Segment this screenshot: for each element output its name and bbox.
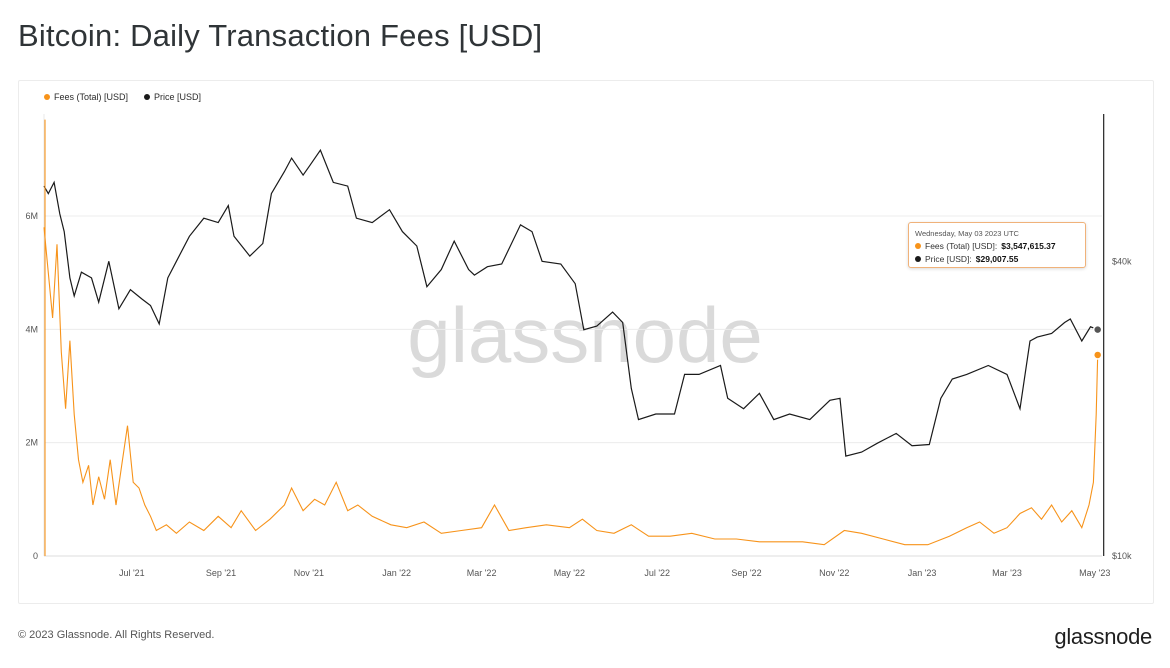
x-tick-label: Jan '23 — [908, 568, 937, 578]
legend-item-fees[interactable]: Fees (Total) [USD] — [44, 92, 128, 102]
tooltip-fees-row: Fees (Total) [USD]: $3,547,615.37 — [915, 241, 1079, 251]
y-left-tick-label: 6M — [25, 211, 38, 221]
tooltip-fees-label: Fees (Total) [USD]: — [925, 241, 998, 251]
x-tick-label: Jul '21 — [119, 568, 145, 578]
y-right-tick-label: $40k — [1112, 256, 1132, 266]
copyright-text: © 2023 Glassnode. All Rights Reserved. — [18, 629, 215, 641]
chart-card — [18, 80, 1154, 604]
y-left-tick-label: 0 — [33, 551, 38, 561]
x-tick-label: Jul '22 — [644, 568, 670, 578]
fees-legend-swatch — [44, 94, 50, 100]
fees-hover-marker — [1092, 350, 1103, 360]
page-title: Bitcoin: Daily Transaction Fees [USD] — [18, 18, 543, 53]
legend-item-price[interactable]: Price [USD] — [144, 92, 201, 102]
x-tick-label: Sep '22 — [731, 568, 761, 578]
price-hover-marker — [1092, 324, 1103, 335]
x-tick-label: May '23 — [1079, 568, 1110, 578]
tooltip-price-label: Price [USD]: — [925, 254, 972, 264]
tooltip-fees-value: $3,547,615.37 — [1001, 241, 1056, 251]
x-tick-label: Sep '21 — [206, 568, 236, 578]
tooltip-price-value: $29,007.55 — [975, 254, 1019, 264]
glassnode-logo[interactable]: glassnode — [1054, 624, 1152, 649]
tooltip-date: Wednesday, May 03 2023 UTC — [915, 229, 1019, 238]
x-tick-label: Jan '22 — [382, 568, 411, 578]
x-tick-label: Nov '21 — [294, 568, 324, 578]
watermark-text: glassnode — [407, 291, 763, 379]
price-series-line — [43, 148, 1098, 457]
chart-legend: Fees (Total) [USD] Price [USD] — [44, 92, 201, 102]
hover-tooltip: Wednesday, May 03 2023 UTC Fees (Total) … — [908, 222, 1086, 268]
y-left-tick-label: 4M — [25, 324, 38, 334]
price-legend-swatch — [144, 94, 151, 100]
x-tick-label: May '22 — [554, 568, 585, 578]
tooltip-fees-swatch — [915, 243, 921, 249]
tooltip-price-swatch — [915, 256, 921, 262]
fees-series-line — [43, 227, 1099, 546]
x-tick-label: Mar '23 — [992, 568, 1022, 578]
tooltip-price-row: Price [USD]: $29,007.55 — [915, 254, 1079, 264]
legend-label-price: Price [USD] — [154, 92, 202, 102]
y-right-tick-label: $10k — [1112, 551, 1132, 561]
x-tick-label: Mar '22 — [467, 568, 497, 578]
x-tick-label: Nov '22 — [819, 568, 849, 578]
y-left-tick-label: 2M — [25, 438, 38, 448]
legend-label-fees: Fees (Total) [USD] — [54, 92, 129, 102]
